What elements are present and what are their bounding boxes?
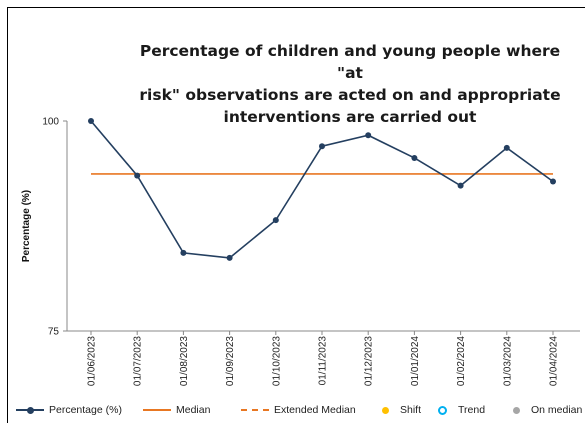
x-tick-label: 01/08/2023: [179, 336, 190, 386]
x-tick-label: 01/12/2023: [364, 336, 375, 386]
legend-symbol: [382, 406, 389, 414]
legend-item: Extended Median: [241, 404, 356, 416]
x-tick-label: 01/04/2024: [549, 336, 560, 386]
x-tick-label: 01/09/2023: [225, 336, 236, 386]
y-axis-label: Percentage (%): [21, 190, 32, 262]
legend-label: Trend: [458, 404, 486, 416]
legend-label: Extended Median: [274, 404, 356, 416]
percentage-point: [272, 217, 279, 224]
legend-item: On median: [505, 404, 582, 416]
legend-item: Percentage (%): [16, 404, 122, 416]
percentage-point: [411, 154, 418, 161]
x-tick-label: 01/02/2024: [456, 336, 467, 386]
chart-frame: [7, 7, 585, 423]
x-tick-label: 01/07/2023: [133, 336, 144, 386]
y-tick-label: 100: [42, 117, 59, 128]
legend-item: Trend: [430, 404, 485, 416]
chart-title: Percentage of children and young people …: [139, 42, 561, 126]
legend: Percentage (%) Median Extended Median Shift…: [10, 401, 585, 421]
percentage-point: [226, 254, 233, 261]
percentage-point: [134, 172, 141, 179]
x-tick-label: 01/01/2024: [410, 336, 421, 386]
legend-label: Percentage (%): [49, 404, 122, 416]
percentage-point: [457, 182, 464, 189]
percentage-point: [365, 132, 372, 139]
legend-label: On median: [531, 404, 583, 416]
legend-symbol: [513, 406, 520, 414]
legend-symbol: [16, 406, 44, 414]
legend-label: Shift: [400, 404, 422, 416]
percentage-point: [88, 118, 94, 124]
percentage-series-line: [90, 120, 554, 259]
percentage-point: [180, 249, 187, 256]
legend-symbol: [438, 405, 447, 415]
x-tick-label: 01/06/2023: [87, 336, 98, 386]
legend-label: Median: [176, 404, 211, 416]
legend-symbol: [241, 409, 269, 411]
x-tick-label: 01/11/2023: [318, 336, 329, 386]
x-tick-label: 01/10/2023: [271, 336, 282, 386]
y-tick-label: 75: [48, 327, 60, 338]
percentage-point: [319, 143, 325, 150]
percentage-point: [503, 144, 510, 151]
legend-symbol: [143, 409, 171, 411]
legend-item: Shift: [374, 404, 421, 416]
percentage-point: [550, 178, 556, 185]
x-tick-label: 01/03/2024: [502, 336, 513, 386]
legend-item: Median: [143, 404, 210, 416]
